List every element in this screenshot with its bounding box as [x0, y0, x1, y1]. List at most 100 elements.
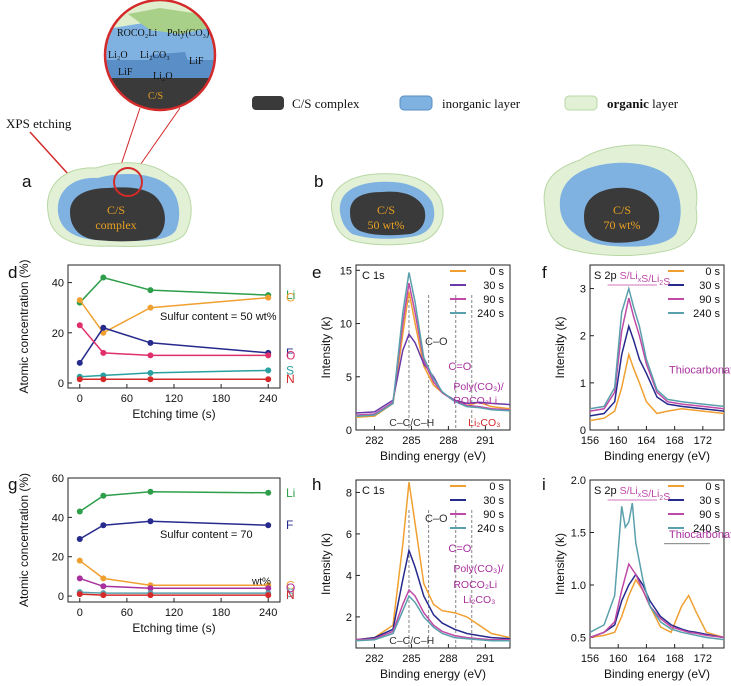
y-tick-label: 8 — [346, 487, 352, 499]
data-point — [100, 376, 107, 383]
plot-frame — [67, 264, 281, 389]
series-line-Li — [79, 276, 269, 304]
xps-spot — [113, 167, 143, 197]
y-axis-label: Intensity (k) — [319, 533, 333, 595]
y-tick-label: 15 — [340, 265, 352, 277]
data-point — [76, 322, 83, 329]
inset-label: Li₂CO₃ — [140, 50, 170, 61]
particle-label: C/S — [613, 203, 631, 217]
series-line-F — [79, 520, 269, 540]
series-line-N — [79, 593, 269, 596]
y-tick-label: 0 — [58, 591, 64, 603]
series-label: S — [286, 363, 294, 377]
y-tick-label: 40 — [52, 278, 64, 290]
data-point — [265, 522, 272, 529]
data-point — [265, 489, 272, 496]
particle-label: C/S — [377, 203, 395, 217]
chart-annotation: wt% — [251, 576, 271, 587]
legend-swatch-organic — [564, 95, 598, 111]
inset-label: LiF — [189, 56, 204, 67]
legend-swatch-cs — [252, 96, 284, 110]
inset-border — [103, 0, 217, 112]
legend-label: 240 s — [477, 308, 504, 320]
series-label: Li — [286, 288, 295, 302]
legend-label: C/S complex — [292, 96, 360, 111]
x-tick-label: 282 — [365, 653, 383, 665]
legend-label: 0 s — [705, 481, 720, 493]
x-tick-label: 180 — [212, 607, 230, 619]
legend-label-bold: organic — [607, 96, 649, 111]
x-tick-label: 172 — [694, 435, 712, 447]
species-subscript: 2 — [659, 280, 663, 287]
legend-label: 90 s — [483, 509, 504, 521]
panel-letter: i — [542, 475, 546, 494]
series-label: F — [286, 518, 293, 532]
legend-label: 30 s — [699, 495, 720, 507]
data-point — [147, 339, 154, 346]
x-tick-label: 164 — [637, 435, 655, 447]
particle-label: 50 wt% — [368, 218, 405, 232]
legend: C/S complex inorganic layer organic laye… — [252, 95, 679, 111]
series-line-S — [79, 369, 269, 378]
x-axis-label: Binding energy (eV) — [604, 449, 710, 463]
chart-panel-h: 282 285 288 291 2 4 6 8 Binding energy (eV) Inten… — [312, 475, 511, 681]
legend-label: 30 s — [699, 280, 720, 292]
inset-label: Li₂O — [108, 50, 128, 61]
species-label: S/LixS/Li2S — [620, 270, 671, 288]
data-point — [76, 376, 83, 383]
x-tick-label: 60 — [121, 393, 133, 405]
panel-letter: a — [22, 172, 32, 191]
series-line-30s — [355, 547, 511, 641]
legend-label: 240 s — [477, 523, 504, 535]
series-line-240s — [589, 502, 725, 641]
series-label: N — [286, 588, 295, 602]
x-axis-label: Binding energy (eV) — [380, 449, 486, 463]
plot-frame — [589, 264, 725, 431]
x-tick-label: 60 — [121, 607, 133, 619]
x-tick-label: 282 — [365, 435, 383, 447]
y-axis-label: Intensity (k) — [553, 316, 567, 378]
legend-label: 30 s — [483, 280, 504, 292]
data-point — [265, 352, 272, 359]
y-tick-label: 10 — [340, 319, 352, 331]
x-tick-label: 285 — [402, 435, 420, 447]
y-axis-label: Intensity (k) — [553, 533, 567, 595]
series-line-C — [79, 560, 269, 587]
y-tick-label: 1.0 — [571, 580, 586, 592]
y-tick-label: 0 — [580, 425, 586, 437]
species-subscript: x — [638, 277, 642, 284]
schematic: ROCO₂Li Poly(CO₃) Li₂O Li₂CO₃ LiF LiF Li… — [6, 0, 698, 256]
inset-connector — [137, 107, 181, 169]
spectrum-title: S 2p — [594, 270, 617, 282]
chart-panel-f: 156 160 164 168 172 0 1 2 3 Binding energy (eV) In… — [542, 263, 731, 463]
x-axis-label: Binding energy (eV) — [604, 667, 710, 681]
particle-label: complex — [95, 218, 136, 232]
plot-frame — [355, 264, 511, 431]
series-line-O — [79, 324, 269, 357]
species-text: S — [663, 491, 670, 503]
series-line-F — [79, 326, 269, 364]
series-label: O — [286, 348, 295, 362]
y-axis-label: Atomic concentration (%) — [17, 259, 31, 393]
species-subscript: x — [638, 492, 642, 499]
particle-label: C/S — [107, 203, 125, 217]
x-axis-label: Etching time (s) — [132, 621, 215, 635]
series-label: F — [286, 346, 293, 360]
x-tick-label: 164 — [637, 653, 655, 665]
chart-annotation: Sulfur content = 50 wt% — [160, 311, 277, 323]
panel-letter: e — [312, 263, 321, 282]
legend-label: 90 s — [699, 509, 720, 521]
x-tick-label: 172 — [694, 653, 712, 665]
peak-label: C–O — [425, 513, 448, 525]
y-axis-label: Intensity (k) — [319, 316, 333, 378]
x-tick-label: 160 — [609, 653, 627, 665]
panel-letter: h — [312, 475, 321, 494]
y-tick-label: 0 — [58, 378, 64, 390]
series-line-Li — [79, 491, 269, 513]
data-point — [147, 592, 154, 599]
spectrum-title: C 1s — [362, 485, 385, 497]
species-text: S/Li — [641, 488, 659, 500]
peak-label: C–C/C–H — [389, 635, 434, 647]
legend-label: inorganic layer — [442, 96, 521, 111]
